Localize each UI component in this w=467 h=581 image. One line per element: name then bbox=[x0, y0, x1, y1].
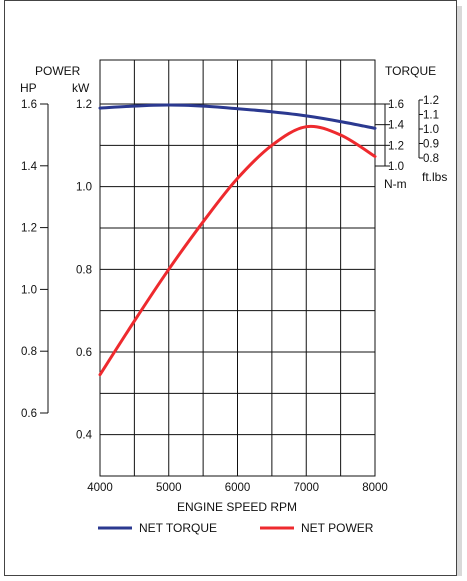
ftlbs-tick-label: 0.9 bbox=[423, 139, 439, 151]
ftlbs-tick-label: 1.2 bbox=[423, 95, 439, 107]
hp-tick-label: 1.2 bbox=[21, 223, 37, 235]
plot-grid bbox=[99, 59, 376, 477]
nm-tick-label: 1.2 bbox=[388, 140, 404, 152]
kw-tick-label: 0.4 bbox=[76, 430, 93, 442]
ftlbs-tick-label: 1.1 bbox=[423, 110, 439, 122]
series-line-net-power bbox=[98, 124, 377, 377]
ftlbs-axis-unit: ft.lbs bbox=[422, 170, 447, 184]
x-tick-label: 6000 bbox=[225, 482, 251, 494]
legend-label-net-power: NET POWER bbox=[301, 521, 374, 535]
panel-shadow bbox=[456, 6, 462, 576]
hp-tick-label: 1.4 bbox=[21, 161, 38, 173]
kw-tick-label: 1.2 bbox=[76, 99, 92, 111]
nm-tick-label: 1.6 bbox=[388, 99, 404, 111]
hp-tick-label: 0.6 bbox=[21, 408, 37, 420]
hp-tick-label: 1.6 bbox=[21, 99, 37, 111]
legend: NET TORQUE NET POWER bbox=[98, 521, 374, 535]
kw-axis-unit: kW bbox=[72, 81, 90, 95]
x-tick-label: 8000 bbox=[362, 482, 388, 494]
ftlbs-tick-label: 0.8 bbox=[423, 153, 439, 165]
nm-tick-label: 1.0 bbox=[388, 161, 404, 173]
x-tick-label: 4000 bbox=[87, 482, 113, 494]
kw-tick-label: 1.0 bbox=[76, 182, 92, 194]
left-axis-title: POWER bbox=[35, 64, 81, 78]
legend-label-net-torque: NET TORQUE bbox=[139, 521, 217, 535]
nm-tick-label: 1.4 bbox=[388, 120, 405, 132]
x-tick-label: 5000 bbox=[156, 482, 182, 494]
axes: 4000 5000 6000 7000 8000 1.2 1.0 0.8 0.6 0.4 1.6 1.… bbox=[21, 95, 439, 494]
series-layer bbox=[98, 103, 377, 377]
right-axis-title: TORQUE bbox=[385, 64, 436, 78]
hp-tick-label: 1.0 bbox=[21, 284, 37, 296]
ftlbs-tick-label: 1.0 bbox=[423, 124, 439, 136]
kw-tick-label: 0.6 bbox=[76, 347, 92, 359]
nm-axis-unit: N-m bbox=[384, 177, 407, 191]
hp-axis-unit: HP bbox=[20, 81, 37, 95]
chart-frame bbox=[4, 0, 457, 576]
x-tick-label: 7000 bbox=[293, 482, 319, 494]
x-axis-label: ENGINE SPEED RPM bbox=[177, 500, 297, 514]
hp-tick-label: 0.8 bbox=[21, 346, 37, 358]
kw-tick-label: 0.8 bbox=[76, 264, 92, 276]
series-line-net-torque bbox=[98, 103, 377, 130]
